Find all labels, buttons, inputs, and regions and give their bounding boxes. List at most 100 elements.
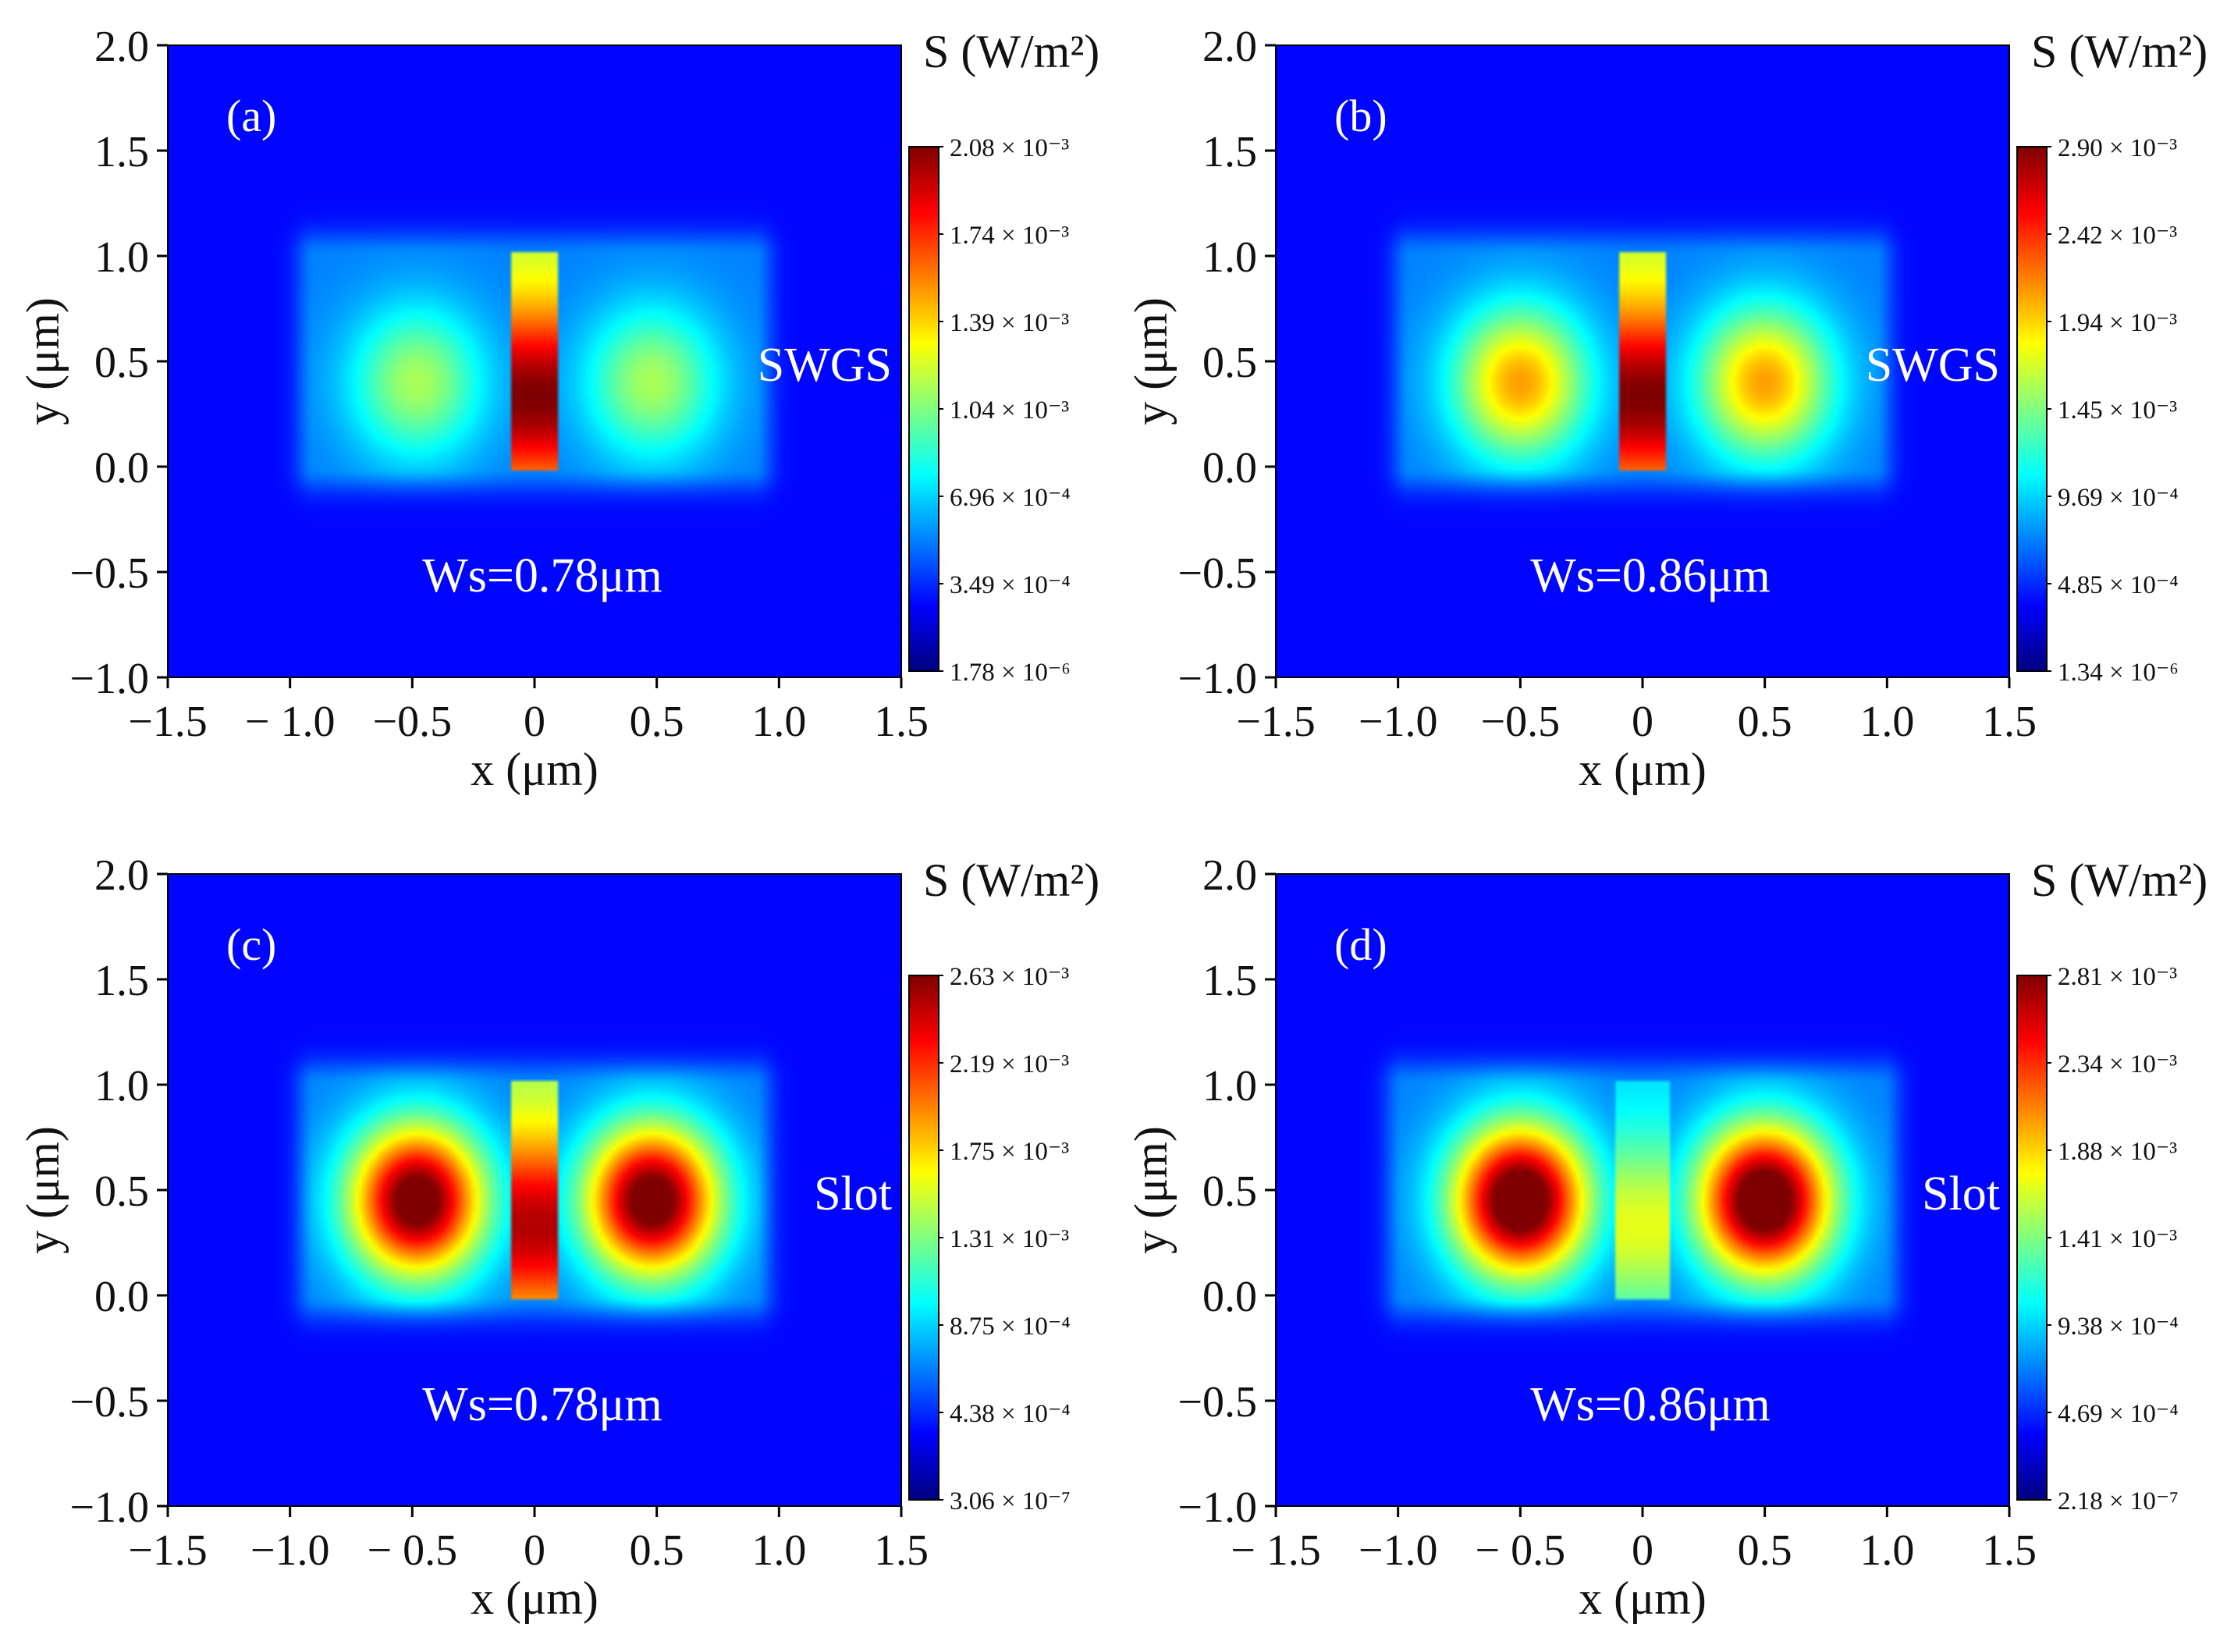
x-tick-label: 0 [524,698,545,746]
x-tick-label: − 0.5 [1476,1526,1566,1575]
colorbar-tick-label: 2.63 × 10⁻³ [950,963,1069,991]
y-tick-label: −0.5 [69,549,149,598]
colorbar-tick-label: 2.81 × 10⁻³ [2058,963,2177,991]
colorbar-tick-label: 1.94 × 10⁻³ [2058,309,2177,337]
colorbar-tick-label: 2.90 × 10⁻³ [2058,134,2177,162]
panel-a: −1.5 − 1.0 −0.5 0 0.5 1.0 1.5 2.0 1.5 1.0 0.5 0.0 −0… [17,23,1099,795]
x-tick-label: −1.0 [250,1526,330,1575]
colorbar-title: S (W/m²) [923,854,1099,906]
x-tick-label: −1.5 [128,698,208,746]
y-tick-label: 2.0 [94,851,149,900]
colorbar-tick-label: 3.49 × 10⁻⁴ [950,571,1071,599]
colorbar-title: S (W/m²) [2031,26,2207,77]
x-tick-label: − 1.0 [245,698,336,746]
colorbar-tick-label: 2.34 × 10⁻³ [2058,1050,2177,1078]
y-axis-label: y (μm) [17,297,69,425]
colorbar-tick-label: 3.06 × 10⁻⁷ [950,1487,1071,1515]
x-tick-label: 0.5 [1738,1526,1792,1575]
x-tick-label: 0 [524,1526,545,1575]
y-tick-label: 0.0 [1202,444,1257,492]
width-label: Ws=0.78μm [422,549,662,602]
y-tick-label: 2.0 [1202,851,1257,900]
width-label: Ws=0.86μm [1530,549,1771,602]
width-label: Ws=0.78μm [422,1378,662,1431]
y-axis-label: y (μm) [17,1126,69,1254]
x-axis-label: x (μm) [471,744,598,795]
x-tick-label: 0.5 [1738,698,1792,746]
colorbar-title: S (W/m²) [2031,854,2207,906]
panel-label: (c) [226,919,276,970]
colorbar [908,975,939,1501]
colorbar-tick-label: 1.88 × 10⁻³ [2058,1138,2177,1166]
y-tick-label: 0.5 [94,1167,149,1216]
panel-label: (a) [226,91,276,141]
y-tick-label: 2.0 [94,23,149,71]
x-axis-label: x (μm) [1579,1572,1707,1624]
y-tick-label: −0.5 [69,1378,149,1426]
x-tick-label: 0.5 [630,698,684,746]
colorbar-tick-label: 1.78 × 10⁻⁶ [950,659,1071,687]
heatmap-image [168,45,901,677]
colorbar-tick-label: 2.18 × 10⁻⁷ [2058,1487,2179,1515]
colorbar-tick-label: 1.45 × 10⁻³ [2058,396,2177,425]
y-axis-label: y (μm) [1125,297,1177,425]
x-tick-label: −1.5 [128,1526,208,1575]
x-tick-label: 0.5 [630,1526,684,1575]
y-tick-label: −1.0 [69,655,149,703]
colorbar-tick-label: 1.34 × 10⁻⁶ [2058,659,2179,687]
colorbar-tick-label: 8.75 × 10⁻⁴ [950,1313,1071,1341]
x-axis-label: x (μm) [1579,744,1707,795]
colorbar-tick-label: 1.75 × 10⁻³ [950,1138,1069,1166]
x-tick-label: −1.0 [1359,1526,1438,1575]
y-tick-label: −1.0 [1177,1483,1257,1532]
colorbar [908,146,939,672]
y-tick-label: 0.5 [94,339,149,387]
y-tick-label: 1.0 [94,1062,149,1110]
x-tick-label: −1.0 [1359,698,1438,746]
colorbar-tick-label: 1.39 × 10⁻³ [950,309,1069,337]
structure-label: Slot [1922,1167,2000,1220]
y-tick-label: −1.0 [1177,655,1257,703]
panel-d: − 1.5 −1.0− 0.5 0 0.5 1.0 1.52.01.51.00.50.0−… [1125,851,2207,1624]
x-tick-label: 0 [1632,1526,1653,1575]
x-tick-label: 1.0 [751,1526,806,1575]
x-tick-label: −0.5 [1481,698,1561,746]
y-tick-label: 0.0 [94,444,149,492]
colorbar-title: S (W/m²) [923,26,1099,77]
colorbar-tick-label: 9.69 × 10⁻⁴ [2058,484,2179,512]
x-tick-label: 1.5 [874,1526,929,1575]
colorbar [2016,975,2048,1501]
y-tick-label: 1.0 [1202,233,1257,282]
panel-c: −1.5 −1.0− 0.5 0 0.5 1.0 1.52.01.51.00.50.0−0… [17,851,1099,1624]
y-tick-label: −0.5 [1177,549,1257,598]
y-tick-label: 2.0 [1202,23,1257,71]
x-axis-label: x (μm) [471,1572,598,1624]
structure-label: SWGS [758,339,892,392]
heatmap-image [168,874,901,1506]
colorbar [2016,146,2048,672]
x-tick-label: − 0.5 [368,1526,458,1575]
x-tick-label: 0 [1632,698,1653,746]
y-tick-label: −0.5 [1177,1378,1257,1426]
panel-b: −1.5 −1.0 −0.5 0 0.5 1.0 1.52.01.51.00.50.0−0.… [1125,23,2207,795]
y-tick-label: 1.5 [94,128,149,176]
panel-label: (b) [1334,91,1387,141]
colorbar-tick-label: 1.04 × 10⁻³ [950,396,1069,425]
x-tick-label: −1.5 [1236,698,1316,746]
colorbar-tick-label: 4.85 × 10⁻⁴ [2058,571,2179,599]
x-tick-label: − 1.5 [1231,1526,1321,1575]
y-axis-label: y (μm) [1125,1126,1177,1254]
colorbar-tick-label: 1.41 × 10⁻³ [2058,1225,2177,1253]
x-tick-label: 1.0 [751,698,806,746]
y-tick-label: 1.5 [1202,128,1257,176]
colorbar-tick-label: 6.96 × 10⁻⁴ [950,484,1071,512]
colorbar-tick-label: 9.38 × 10⁻⁴ [2058,1313,2179,1341]
structure-label: Slot [814,1167,892,1220]
colorbar-tick-label: 4.38 × 10⁻⁴ [950,1400,1071,1428]
x-tick-label: 1.5 [1982,1526,2037,1575]
y-tick-label: 0.5 [1202,1167,1257,1216]
x-tick-label: 1.5 [1982,698,2037,746]
y-tick-label: 1.0 [1202,1062,1257,1110]
y-tick-label: 0.5 [1202,339,1257,387]
